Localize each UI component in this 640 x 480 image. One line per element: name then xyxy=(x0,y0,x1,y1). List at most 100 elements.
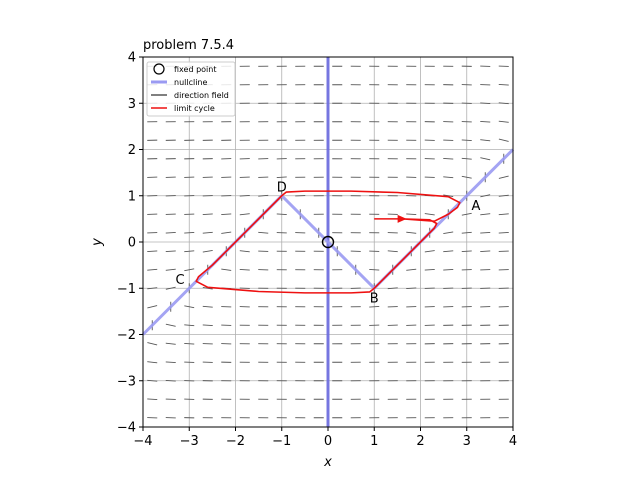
chart-title: problem 7.5.4 xyxy=(143,38,234,53)
x-axis-label: x xyxy=(323,455,332,470)
direction-field-segment xyxy=(406,268,417,271)
fixed-point-marker xyxy=(321,235,335,249)
direction-field-segment xyxy=(498,213,509,216)
direction-field-segment xyxy=(498,138,509,142)
limit-cycle-curve xyxy=(195,190,461,294)
legend-label-limit-cycle: limit cycle xyxy=(174,104,215,113)
legend-label-fixed-point: fixed point xyxy=(174,65,216,74)
direction-field-segment xyxy=(184,305,195,309)
direction-field-segment xyxy=(498,120,509,123)
direction-field-segment xyxy=(147,361,158,364)
direction-field-segment xyxy=(221,213,232,216)
direction-field-segment xyxy=(480,231,491,234)
direction-field-segment xyxy=(369,305,380,308)
direction-field-segment xyxy=(443,158,454,160)
point-label-a: A xyxy=(472,199,481,214)
direction-field-segment xyxy=(480,213,491,216)
y-axis-label: y xyxy=(90,238,105,247)
x-tick-label: −2 xyxy=(226,434,245,449)
direction-field-segment xyxy=(239,250,250,253)
axes: −4 −3 −2 −1 0 1 2 3 4 −4 −3 −2 −1 0 1 2 3 4 xyxy=(117,51,517,450)
direction-field-segment xyxy=(443,176,454,179)
direction-field-segment xyxy=(498,232,509,234)
direction-field-segment xyxy=(480,194,491,198)
direction-field-segment xyxy=(239,195,250,197)
direction-field-segment xyxy=(202,231,213,234)
direction-field-segment xyxy=(239,269,250,271)
direction-field-segment xyxy=(461,250,472,253)
direction-field xyxy=(147,65,509,419)
direction-field-segment xyxy=(443,250,454,253)
legend-fixed-point-marker xyxy=(153,63,165,75)
direction-field-segment xyxy=(424,268,435,271)
direction-field-segment xyxy=(202,305,213,308)
direction-field-segment xyxy=(406,231,417,234)
legend: fixed point nullcline direction field li… xyxy=(146,61,236,117)
direction-field-segment xyxy=(443,194,454,197)
direction-field-segment xyxy=(239,213,250,216)
direction-field-segment xyxy=(184,342,195,345)
y-tick-label: 4 xyxy=(128,51,136,66)
legend-label-direction-field: direction field xyxy=(174,91,229,100)
direction-field-segment xyxy=(461,157,472,160)
direction-field-segment xyxy=(165,286,176,290)
y-tick-label: 0 xyxy=(128,236,136,251)
direction-field-segment xyxy=(147,305,158,309)
direction-field-segment xyxy=(498,175,509,179)
direction-field-segment xyxy=(147,398,158,400)
direction-field-segment xyxy=(184,250,195,253)
direction-field-segment xyxy=(498,84,509,86)
x-tick-label: −4 xyxy=(133,434,152,449)
direction-field-segment xyxy=(461,212,472,216)
direction-field-segment xyxy=(406,287,417,289)
direction-field-segment xyxy=(221,268,232,271)
point-labels: A B C D xyxy=(175,181,480,307)
direction-field-segment xyxy=(276,213,287,216)
direction-field-segment xyxy=(202,324,213,326)
direction-field-segment xyxy=(480,120,491,123)
y-tick-label: −4 xyxy=(117,421,136,436)
direction-field-segment xyxy=(165,250,176,253)
direction-field-segment xyxy=(424,213,435,216)
x-tick-label: 1 xyxy=(370,434,378,449)
direction-field-segment xyxy=(480,250,491,252)
direction-field-segment xyxy=(165,268,176,271)
direction-field-segment xyxy=(276,176,287,179)
x-tick-label: 0 xyxy=(324,434,332,449)
point-label-c: C xyxy=(175,273,184,288)
direction-field-segment xyxy=(202,250,213,253)
direction-field-segment xyxy=(498,194,509,197)
direction-field-segment xyxy=(147,287,158,290)
legend-label-nullcline: nullcline xyxy=(174,78,208,87)
direction-field-segment xyxy=(258,194,269,197)
limit-cycle-layer xyxy=(195,190,461,294)
legend-box xyxy=(146,61,236,117)
y-tick-label: 1 xyxy=(128,189,136,204)
direction-field-segment xyxy=(184,268,195,272)
direction-field-segment xyxy=(480,139,491,142)
direction-field-segment xyxy=(443,269,454,271)
x-tick-label: 4 xyxy=(509,434,517,449)
direction-field-segment xyxy=(147,379,158,382)
direction-field-segment xyxy=(165,232,176,234)
direction-field-segment xyxy=(387,250,398,253)
direction-field-segment xyxy=(147,342,158,346)
y-tick-label: 2 xyxy=(128,143,136,158)
x-tick-label: −3 xyxy=(180,434,199,449)
y-tick-label: −1 xyxy=(117,282,136,297)
direction-field-segment xyxy=(443,231,454,234)
direction-field-segment xyxy=(184,324,195,327)
x-tick-label: 3 xyxy=(463,434,471,449)
direction-field-segment xyxy=(480,157,491,161)
y-tick-label: 3 xyxy=(128,97,136,112)
direction-field-segment xyxy=(461,139,472,142)
y-tick-label: −3 xyxy=(117,374,136,389)
x-tick-label: −1 xyxy=(272,434,291,449)
direction-field-segment xyxy=(165,361,176,364)
x-tick-label: 2 xyxy=(416,434,424,449)
y-tick-label: −2 xyxy=(117,328,136,343)
point-label-d: D xyxy=(277,181,287,196)
direction-field-segment xyxy=(406,213,417,215)
direction-field-segment xyxy=(480,102,491,104)
